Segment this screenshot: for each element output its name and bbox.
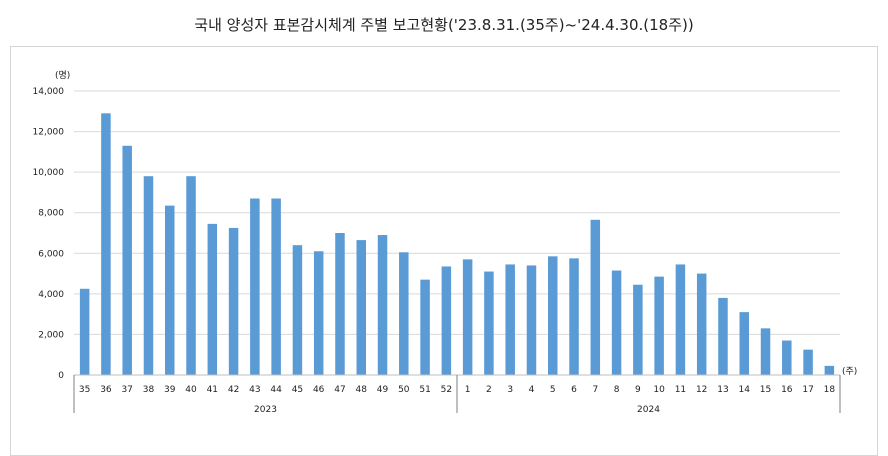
- y-tick-label: 8,000: [38, 209, 64, 219]
- bar: [335, 233, 345, 375]
- x-tick-label: 49: [377, 385, 389, 395]
- y-tick-label: 6,000: [38, 249, 64, 259]
- x-tick-label: 18: [824, 385, 836, 395]
- x-tick-label: 41: [207, 385, 218, 395]
- bar: [676, 264, 686, 375]
- x-tick-label: 3: [507, 385, 513, 395]
- bar: [122, 146, 132, 375]
- bar: [548, 256, 558, 375]
- x-tick-label: 14: [739, 385, 751, 395]
- x-tick-label: 45: [292, 385, 303, 395]
- x-tick-label: 17: [802, 385, 813, 395]
- y-axis-unit: (명): [55, 70, 70, 81]
- x-axis-unit: (주): [842, 366, 857, 377]
- bar: [442, 266, 452, 375]
- bar: [271, 199, 281, 375]
- x-tick-label: 9: [635, 385, 641, 395]
- x-tick-label: 43: [249, 385, 260, 395]
- x-tick-label: 48: [356, 385, 368, 395]
- x-tick-label: 52: [441, 385, 452, 395]
- y-tick-label: 0: [58, 371, 64, 381]
- x-tick-label: 44: [270, 385, 282, 395]
- bar: [803, 350, 813, 375]
- x-tick-label: 39: [164, 385, 176, 395]
- bar: [527, 265, 537, 375]
- bar: [782, 341, 792, 375]
- bar: [80, 289, 90, 375]
- bar: [697, 274, 707, 375]
- y-tick-label: 2,000: [38, 330, 64, 340]
- x-tick-label: 37: [121, 385, 132, 395]
- bar: [633, 285, 643, 375]
- x-tick-label: 51: [419, 385, 430, 395]
- x-tick-label: 5: [550, 385, 556, 395]
- bar: [378, 235, 388, 375]
- group-label: 2024: [637, 405, 660, 415]
- bar: [357, 240, 367, 375]
- y-tick-label: 14,000: [33, 87, 65, 97]
- x-tick-label: 1: [465, 385, 471, 395]
- x-tick-label: 7: [592, 385, 598, 395]
- y-tick-label: 12,000: [33, 128, 65, 138]
- x-tick-label: 36: [100, 385, 112, 395]
- y-tick-label: 4,000: [38, 290, 64, 300]
- bar: [718, 298, 728, 375]
- x-tick-label: 12: [696, 385, 707, 395]
- bar: [740, 312, 750, 375]
- x-tick-label: 40: [185, 385, 197, 395]
- x-tick-label: 15: [760, 385, 771, 395]
- x-tick-label: 47: [334, 385, 345, 395]
- bars: [80, 113, 834, 375]
- x-tick-label: 8: [614, 385, 620, 395]
- x-tick-label: 2: [486, 385, 492, 395]
- bar: [165, 206, 175, 375]
- bar: [761, 328, 771, 375]
- x-tick-label: 46: [313, 385, 325, 395]
- x-tick-label: 50: [398, 385, 410, 395]
- bar: [420, 280, 430, 375]
- bar: [293, 245, 303, 375]
- x-tick-label: 35: [79, 385, 90, 395]
- x-tick-label: 4: [529, 385, 535, 395]
- x-tick-label: 11: [675, 385, 686, 395]
- bar: [250, 199, 260, 375]
- x-tick-label: 10: [653, 385, 665, 395]
- bar: [505, 264, 515, 375]
- bar: [654, 277, 664, 375]
- y-tick-label: 10,000: [33, 168, 65, 178]
- bar: [186, 176, 196, 375]
- bar: [484, 272, 494, 375]
- bar: [314, 251, 324, 375]
- x-tick-label: 42: [228, 385, 239, 395]
- bar: [208, 224, 218, 375]
- x-tick-label: 6: [571, 385, 577, 395]
- x-tick-label: 16: [781, 385, 793, 395]
- bar: [612, 271, 622, 375]
- bar: [144, 176, 154, 375]
- bar: [825, 366, 835, 375]
- x-tick-label: 13: [717, 385, 728, 395]
- x-tick-label: 38: [143, 385, 155, 395]
- bar: [229, 228, 239, 375]
- bar: [591, 220, 601, 375]
- bar: [569, 258, 579, 375]
- bar: [399, 252, 409, 375]
- bar: [101, 113, 111, 375]
- group-label: 2023: [254, 405, 277, 415]
- bar: [463, 259, 473, 375]
